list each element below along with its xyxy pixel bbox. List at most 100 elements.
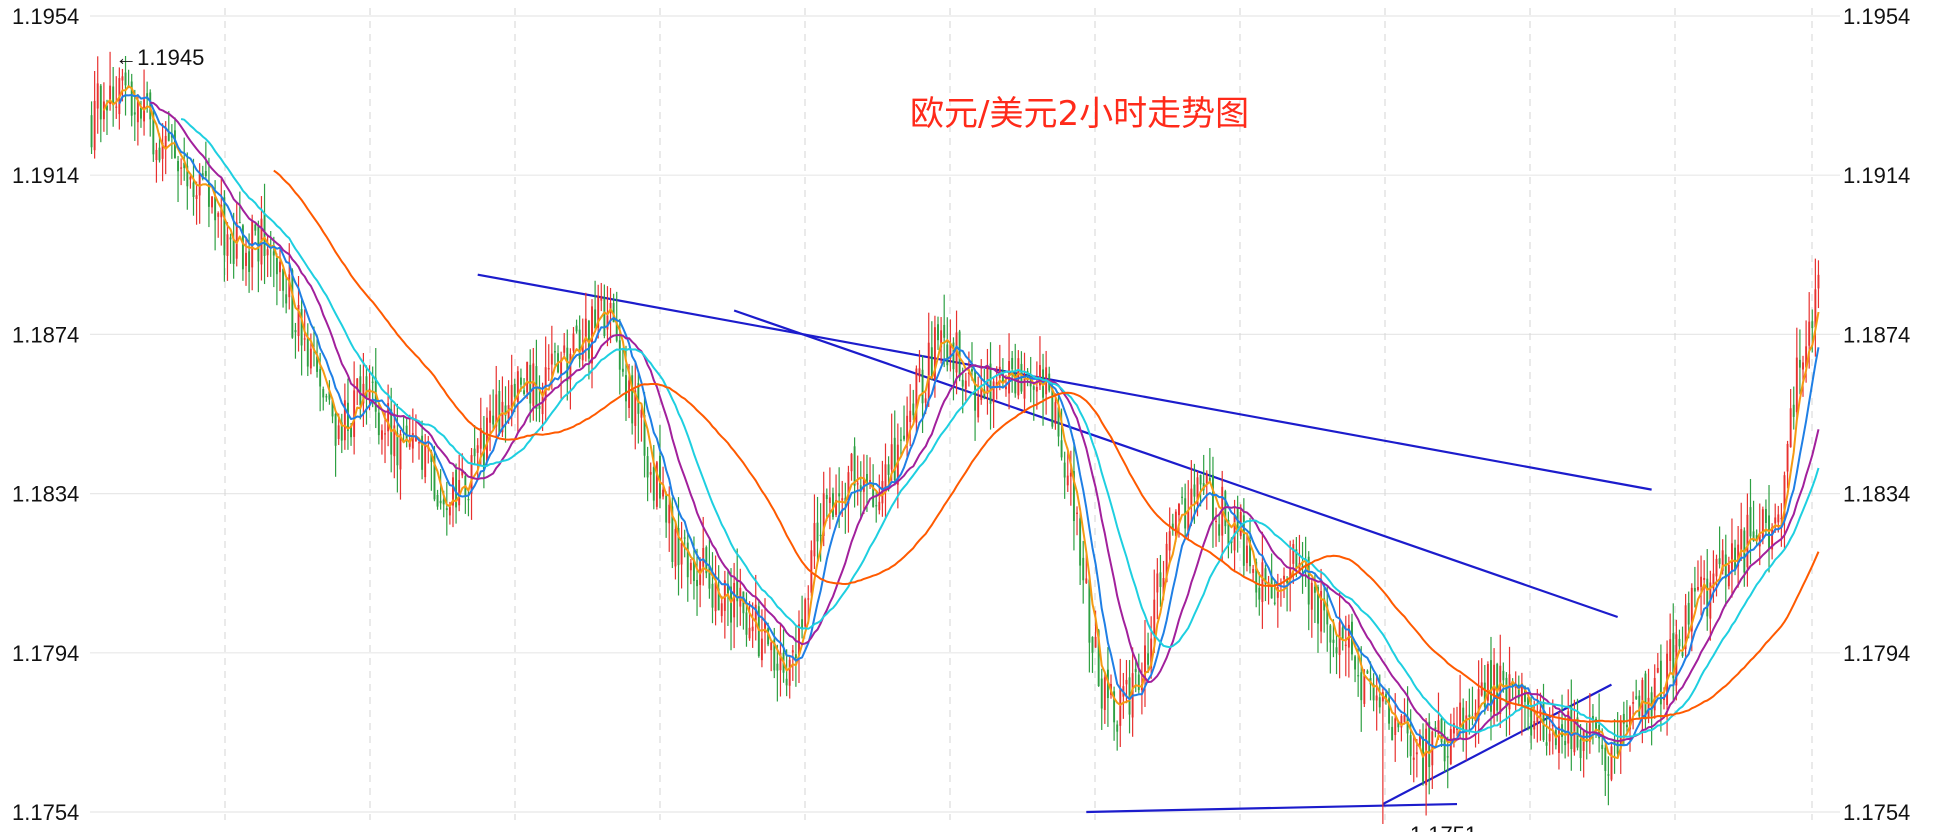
moving-average-line	[150, 101, 1820, 742]
candle	[1258, 572, 1261, 616]
candle	[430, 449, 433, 491]
candle	[1147, 632, 1150, 674]
candle	[498, 379, 501, 436]
candle	[1724, 534, 1727, 607]
candle	[211, 196, 213, 214]
candle	[1289, 540, 1292, 612]
candle	[1391, 716, 1394, 741]
candle	[717, 565, 720, 611]
candle	[1035, 361, 1038, 410]
candle	[1669, 613, 1672, 674]
candle	[1610, 741, 1613, 782]
candle	[794, 626, 797, 687]
candle	[930, 321, 933, 381]
candle	[1789, 388, 1792, 448]
candle	[606, 286, 609, 347]
candle	[736, 548, 739, 628]
candle	[677, 497, 680, 596]
candle	[275, 253, 278, 306]
candle	[553, 342, 556, 366]
candle	[541, 382, 544, 432]
price-annotation: ←1.1945	[115, 45, 204, 70]
candle	[396, 403, 399, 493]
annotations: ←1.1945 ←1.1751	[115, 45, 1477, 832]
candle	[1681, 626, 1684, 658]
candle	[1703, 560, 1706, 605]
candle	[1335, 633, 1338, 675]
candle	[754, 574, 757, 641]
candle	[353, 361, 356, 455]
candle	[720, 595, 723, 623]
candle	[730, 568, 732, 651]
candle	[93, 71, 96, 159]
candle	[899, 427, 902, 458]
candle	[408, 414, 411, 450]
candle	[1718, 526, 1721, 569]
candle	[1057, 392, 1060, 447]
candle	[949, 319, 952, 372]
candle	[1323, 583, 1326, 633]
candle	[405, 418, 408, 448]
candle	[903, 405, 905, 442]
candle	[674, 520, 677, 580]
candle	[1415, 739, 1418, 778]
candle	[99, 83, 102, 143]
candle	[1564, 715, 1567, 759]
candle	[1616, 712, 1619, 758]
candle	[1434, 720, 1437, 738]
candle	[1150, 616, 1153, 679]
candle	[659, 425, 661, 509]
candle	[238, 191, 241, 224]
candle	[671, 497, 674, 569]
candle	[458, 454, 461, 512]
candle	[1635, 679, 1638, 701]
trendline	[1382, 683, 1612, 806]
candle	[365, 365, 368, 425]
candle	[884, 443, 887, 518]
candle	[232, 212, 235, 279]
y-tick-label-right: 1.1914	[1843, 163, 1910, 188]
candle	[893, 410, 896, 486]
candle	[971, 342, 973, 381]
gridlines	[90, 8, 1840, 820]
candle	[600, 282, 603, 312]
candle	[1425, 718, 1428, 816]
candle	[1697, 560, 1699, 592]
y-tick-label-right: 1.1874	[1843, 322, 1910, 347]
candle	[804, 597, 807, 629]
candle	[439, 469, 442, 510]
candle	[832, 487, 834, 520]
moving-average-line	[180, 118, 1820, 738]
candle	[1066, 447, 1069, 492]
candle	[507, 380, 510, 424]
candle	[133, 89, 136, 141]
candle	[1103, 670, 1106, 724]
candle	[640, 405, 643, 442]
candle	[161, 123, 164, 182]
candle	[1292, 539, 1295, 584]
candle	[1375, 674, 1378, 731]
candle	[529, 349, 532, 423]
candle	[563, 333, 566, 356]
chart-title: 欧元/美元2小时走势图	[910, 94, 1249, 134]
candle	[989, 342, 992, 430]
y-tick-label-left: 1.1954	[12, 4, 79, 29]
y-tick-label-left: 1.1874	[12, 322, 79, 347]
candle	[399, 429, 402, 500]
candle	[492, 389, 495, 430]
candle	[1245, 534, 1248, 572]
candle	[1116, 720, 1119, 751]
y-tick-label-right: 1.1834	[1843, 482, 1910, 507]
candle	[1613, 719, 1616, 774]
candle	[683, 529, 686, 558]
candle	[615, 291, 618, 343]
candle	[279, 246, 281, 292]
candle	[112, 66, 115, 127]
candle	[1730, 518, 1733, 598]
candle	[1647, 668, 1650, 724]
candle	[1693, 566, 1696, 608]
candle	[906, 396, 909, 457]
candle	[578, 315, 581, 368]
candle	[816, 496, 819, 562]
